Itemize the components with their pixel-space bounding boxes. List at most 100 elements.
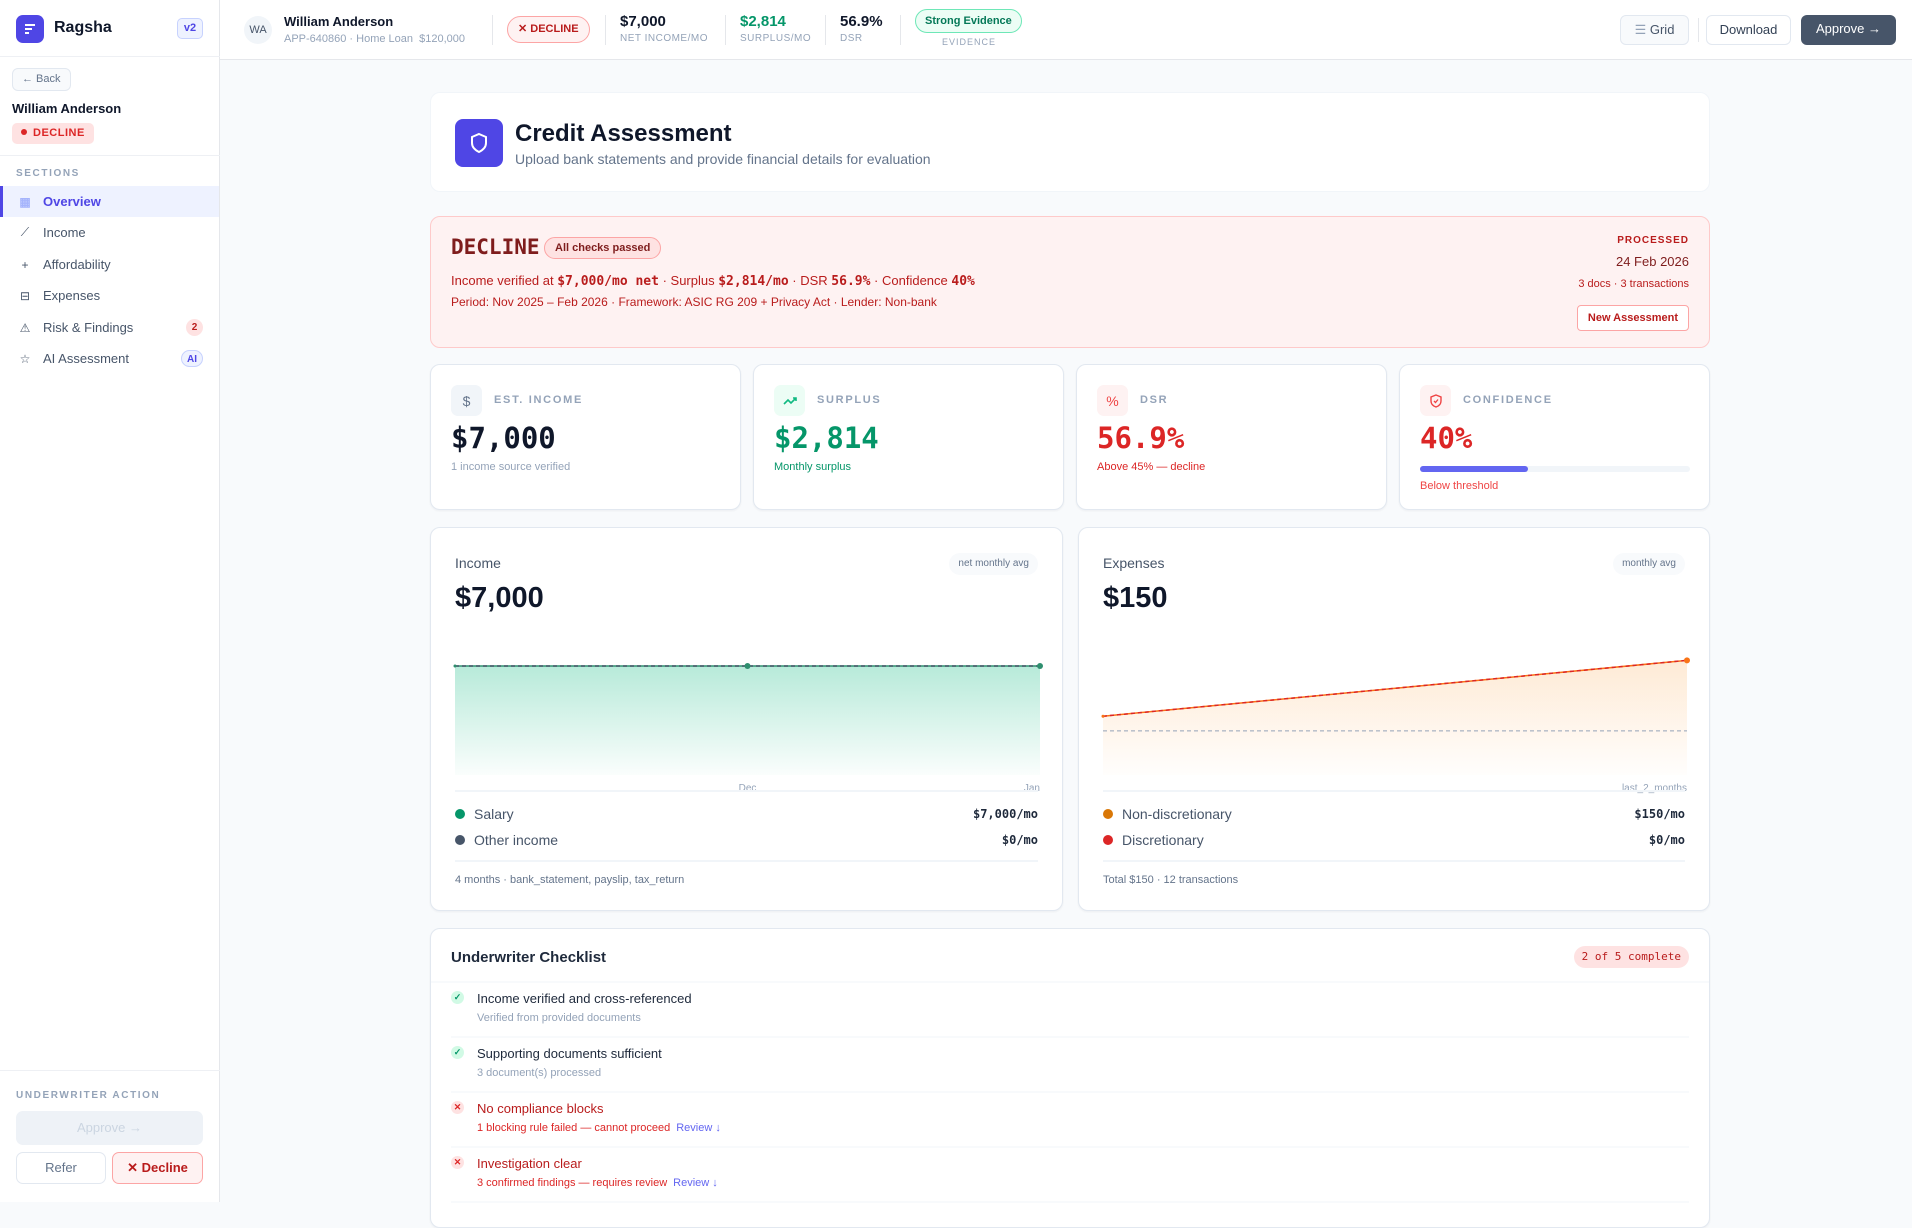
page-subtitle: Upload bank statements and provide finan…	[515, 151, 931, 167]
x-icon: ✕	[451, 1156, 464, 1169]
stat-card-confidence: CONFIDENCE 40% Below threshold	[1399, 364, 1710, 510]
application-info: APP-640860 · Home Loan $120,000	[284, 33, 466, 45]
back-button[interactable]: ← Back	[12, 68, 71, 91]
stat-sub: Above 45% — decline	[1097, 461, 1206, 473]
net-income-value: $7,000	[620, 13, 666, 30]
approve-button[interactable]: Approve →	[1801, 15, 1896, 45]
stat-label: CONFIDENCE	[1463, 394, 1553, 406]
checklist-item-sub: 3 confirmed findings — requires review Re…	[477, 1177, 718, 1189]
archive-icon: ⊟	[19, 288, 31, 303]
card-title: Expenses	[1103, 555, 1165, 571]
applicant-name: William Anderson	[284, 14, 394, 29]
legend-discretionary: Discretionary $0/mo	[1103, 830, 1685, 850]
card-footer: 4 months · bank_statement, payslip, tax_…	[455, 874, 685, 886]
applicant-name: William Anderson	[12, 101, 122, 116]
dsr-label: DSR	[840, 33, 863, 44]
app-name: Ragsha	[54, 19, 112, 36]
stat-card-dsr: % DSR 56.9% Above 45% — decline	[1076, 364, 1387, 510]
banner-decision: DECLINE	[451, 235, 540, 259]
stat-value: $7,000	[451, 421, 556, 455]
status-badge: DECLINE	[12, 123, 94, 144]
decision-badge: ✕ DECLINE	[507, 16, 590, 43]
area-fill	[455, 666, 1040, 775]
docs-count: 3 docs · 3 transactions	[1578, 278, 1689, 290]
x-tick-label: Dec	[739, 783, 757, 794]
confidence-bar	[1420, 466, 1690, 472]
confidence-bar-fill	[1420, 466, 1528, 472]
stat-value: $2,814	[774, 421, 879, 455]
ai-badge: AI	[181, 350, 203, 367]
sidebar-item-income[interactable]: ⟋ Income	[0, 217, 219, 248]
stat-value: 56.9%	[1097, 421, 1185, 455]
legend-salary: Salary $7,000/mo	[455, 804, 1038, 824]
income-card: Income net monthly avg $7,000 Dec Jan Sal…	[430, 527, 1063, 911]
page-header: Credit Assessment Upload bank statements…	[430, 92, 1710, 192]
checklist-item-title: Supporting documents sufficient	[477, 1046, 662, 1061]
evidence-label: EVIDENCE	[942, 37, 997, 47]
banner-details: Period: Nov 2025 – Feb 2026 · Framework:…	[451, 295, 937, 309]
check-icon: ✓	[451, 1046, 464, 1059]
checklist-title: Underwriter Checklist	[451, 949, 607, 966]
stat-sub: 1 income source verified	[451, 461, 571, 473]
decline-button[interactable]: ✕ Decline	[112, 1152, 203, 1184]
trending-up-icon	[774, 385, 805, 416]
review-link[interactable]: Review ↓	[676, 1122, 721, 1134]
card-title: Income	[455, 555, 501, 571]
shield-icon	[455, 119, 503, 167]
surplus-label: SURPLUS/MO	[740, 33, 812, 44]
stat-value: 40%	[1420, 421, 1473, 455]
risk-count-badge: 2	[186, 319, 203, 336]
sidebar-item-affordability[interactable]: + Affordability	[0, 249, 219, 280]
sidebar-approve-button[interactable]: Approve →	[16, 1111, 203, 1145]
checklist-item-sub: 1 blocking rule failed — cannot proceed R…	[477, 1122, 721, 1134]
sidebar-item-ai[interactable]: ☆ AI Assessment AI	[0, 343, 219, 374]
card-pill: monthly avg	[1613, 553, 1685, 575]
banner-summary: Income verified at $7,000/mo net · Surpl…	[451, 273, 975, 289]
logo-icon	[16, 15, 44, 43]
legend-dot	[1103, 835, 1113, 845]
legend-dot	[455, 835, 465, 845]
evidence-badge: Strong Evidence	[915, 9, 1022, 33]
legend-other-income: Other income $0/mo	[455, 830, 1038, 850]
card-value: $150	[1103, 582, 1168, 614]
processed-date: 24 Feb 2026	[1615, 254, 1689, 269]
stat-card-income: $ EST. INCOME $7,000 1 income source ver…	[430, 364, 741, 510]
warning-icon: ⚠	[19, 320, 31, 335]
dsr-value: 56.9%	[840, 13, 883, 30]
area-fill	[1103, 660, 1687, 775]
checklist-item: ✓ Supporting documents sufficient 3 docu…	[451, 1038, 1689, 1093]
expenses-chart: last_2_months	[1101, 657, 1690, 794]
stat-label: EST. INCOME	[494, 394, 583, 406]
sidebar: Ragsha v2 ← Back William Anderson DECLIN…	[0, 0, 220, 1202]
card-value: $7,000	[455, 582, 544, 614]
download-button[interactable]: Download	[1706, 15, 1791, 45]
grid-button[interactable]: ☰ Grid	[1620, 15, 1689, 45]
checklist-item-sub: Verified from provided documents	[477, 1012, 641, 1024]
sidebar-item-expenses[interactable]: ⊟ Expenses	[19, 288, 101, 303]
x-icon: ✕	[451, 1101, 464, 1114]
sidebar-item-overview[interactable]: ▦ Overview	[0, 186, 219, 217]
sections-heading: SECTIONS	[16, 168, 80, 179]
refer-button[interactable]: Refer	[16, 1152, 106, 1184]
shield-check-icon	[1420, 385, 1451, 416]
data-point	[1101, 714, 1105, 718]
review-link[interactable]: Review ↓	[673, 1177, 718, 1189]
list-icon: ☰	[1634, 22, 1647, 37]
checklist-item: ✕ No compliance blocks 1 blocking rule f…	[451, 1093, 1689, 1148]
action-heading: UNDERWRITER ACTION	[16, 1090, 161, 1101]
avatar: WA	[244, 16, 272, 44]
sidebar-item-risk[interactable]: ⚠ Risk & Findings 2	[0, 312, 219, 343]
checklist-item-title: No compliance blocks	[477, 1101, 604, 1116]
version-badge: v2	[177, 18, 203, 39]
page-title: Credit Assessment	[515, 120, 732, 147]
underwriter-checklist: Underwriter Checklist 2 of 5 complete ✓ …	[430, 928, 1710, 1228]
dollar-icon: $	[451, 385, 482, 416]
overview-icon: ▦	[19, 194, 31, 209]
stat-sub: Monthly surplus	[774, 461, 852, 473]
checklist-progress: 2 of 5 complete	[1573, 946, 1689, 968]
topbar: WA William Anderson APP-640860 · Home Lo…	[220, 0, 1912, 60]
x-tick-label: Jan	[1024, 783, 1040, 794]
checklist-item: ✓ Income verified and cross-referenced V…	[451, 983, 1689, 1038]
new-assessment-button[interactable]: New Assessment	[1576, 305, 1689, 331]
card-footer: Total $150 · 12 transactions	[1103, 874, 1239, 886]
